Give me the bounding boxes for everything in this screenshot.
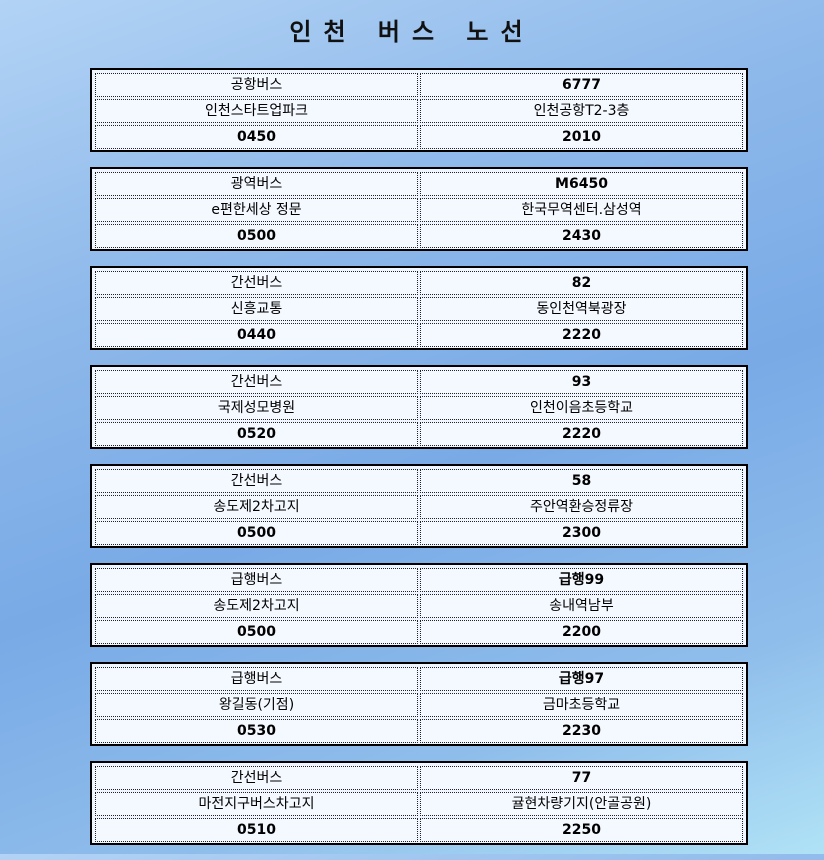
route-number: 93	[420, 370, 743, 394]
route-last-time: 2200	[420, 620, 743, 644]
page-title: 인천 버스 노선	[289, 18, 535, 46]
route-origin: e편한세상 정문	[95, 198, 418, 222]
route-destination: 인천이음초등학교	[420, 396, 743, 420]
route-type: 간선버스	[95, 370, 418, 394]
route-number: 82	[420, 271, 743, 295]
route-first-time: 0450	[95, 125, 418, 149]
route-first-time: 0510	[95, 818, 418, 842]
route-table: 간선버스 93 국제성모병원 인천이음초등학교 0520 2220	[93, 368, 745, 448]
route-table: 간선버스 77 마전지구버스차고지 귤현차량기지(안골공원) 0510 2250	[93, 764, 745, 844]
route-destination: 동인천역북광장	[420, 297, 743, 321]
route-origin: 국제성모병원	[95, 396, 418, 420]
route-card: 간선버스 82 신흥교통 동인천역북광장 0440 2220	[90, 266, 748, 350]
route-list: 공항버스 6777 인천스타트업파크 인천공항T2-3층 0450 2010 광…	[90, 68, 748, 860]
route-first-time: 0530	[95, 719, 418, 743]
route-first-time: 0520	[95, 422, 418, 446]
route-first-time: 0500	[95, 521, 418, 545]
route-table: 공항버스 6777 인천스타트업파크 인천공항T2-3층 0450 2010	[93, 71, 745, 151]
route-type: 간선버스	[95, 766, 418, 790]
route-last-time: 2220	[420, 422, 743, 446]
route-card: 급행버스 급행99 송도제2차고지 송내역남부 0500 2200	[90, 563, 748, 647]
route-table: 광역버스 M6450 e편한세상 정문 한국무역센터.삼성역 0500 2430	[93, 170, 745, 250]
route-last-time: 2220	[420, 323, 743, 347]
route-destination: 귤현차량기지(안골공원)	[420, 792, 743, 816]
route-last-time: 2430	[420, 224, 743, 248]
route-number: 6777	[420, 73, 743, 97]
route-table: 급행버스 급행99 송도제2차고지 송내역남부 0500 2200	[93, 566, 745, 646]
route-last-time: 2010	[420, 125, 743, 149]
route-destination: 인천공항T2-3층	[420, 99, 743, 123]
route-last-time: 2250	[420, 818, 743, 842]
route-number: 77	[420, 766, 743, 790]
route-origin: 신흥교통	[95, 297, 418, 321]
route-card: 광역버스 M6450 e편한세상 정문 한국무역센터.삼성역 0500 2430	[90, 167, 748, 251]
route-last-time: 2300	[420, 521, 743, 545]
route-type: 간선버스	[95, 271, 418, 295]
route-table: 급행버스 급행97 왕길동(기점) 금마초등학교 0530 2230	[93, 665, 745, 745]
route-card: 급행버스 급행97 왕길동(기점) 금마초등학교 0530 2230	[90, 662, 748, 746]
route-destination: 주안역환승정류장	[420, 495, 743, 519]
route-origin: 왕길동(기점)	[95, 693, 418, 717]
route-type: 급행버스	[95, 568, 418, 592]
route-origin: 송도제2차고지	[95, 495, 418, 519]
route-last-time: 2230	[420, 719, 743, 743]
route-card: 공항버스 6777 인천스타트업파크 인천공항T2-3층 0450 2010	[90, 68, 748, 152]
route-first-time: 0440	[95, 323, 418, 347]
route-card: 간선버스 93 국제성모병원 인천이음초등학교 0520 2220	[90, 365, 748, 449]
route-type: 간선버스	[95, 469, 418, 493]
route-first-time: 0500	[95, 224, 418, 248]
route-number: 급행97	[420, 667, 743, 691]
route-first-time: 0500	[95, 620, 418, 644]
route-number: 58	[420, 469, 743, 493]
route-type: 공항버스	[95, 73, 418, 97]
route-destination: 송내역남부	[420, 594, 743, 618]
route-origin: 인천스타트업파크	[95, 99, 418, 123]
route-destination: 한국무역센터.삼성역	[420, 198, 743, 222]
route-number: 급행99	[420, 568, 743, 592]
route-destination: 금마초등학교	[420, 693, 743, 717]
route-table: 간선버스 82 신흥교통 동인천역북광장 0440 2220	[93, 269, 745, 349]
route-origin: 송도제2차고지	[95, 594, 418, 618]
route-type: 급행버스	[95, 667, 418, 691]
route-origin: 마전지구버스차고지	[95, 792, 418, 816]
route-card: 간선버스 77 마전지구버스차고지 귤현차량기지(안골공원) 0510 2250	[90, 761, 748, 845]
route-number: M6450	[420, 172, 743, 196]
route-card: 간선버스 58 송도제2차고지 주안역환승정류장 0500 2300	[90, 464, 748, 548]
route-table: 간선버스 58 송도제2차고지 주안역환승정류장 0500 2300	[93, 467, 745, 547]
route-type: 광역버스	[95, 172, 418, 196]
